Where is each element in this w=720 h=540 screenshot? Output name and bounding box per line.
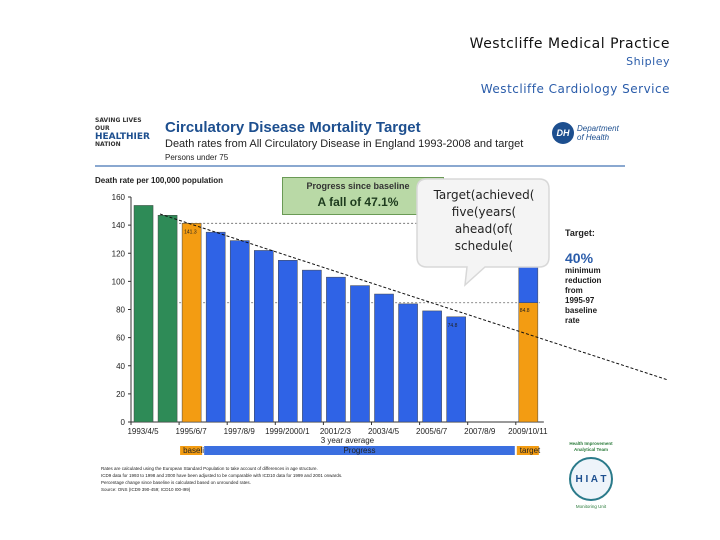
target-desc-line-4: 1995-97 xyxy=(565,296,595,305)
dh-badge: DH xyxy=(552,122,574,144)
bar-1996/7/8 xyxy=(205,231,226,423)
hiat-top-line-1: Health Improvement xyxy=(569,441,613,446)
y-tick-label: 40 xyxy=(116,362,125,371)
chart-subtitle: Death rates from All Circulatory Disease… xyxy=(165,138,524,150)
footnote-line-1: Rates are calculated using the European … xyxy=(101,466,318,471)
hiat-mark: H I A T xyxy=(575,473,607,485)
target-percent: 40% xyxy=(565,250,594,266)
band-progress xyxy=(204,446,515,455)
title-divider xyxy=(95,165,625,167)
bar-2000/1/2 xyxy=(302,269,322,423)
y-axis-label: Death rate per 100,000 population xyxy=(95,176,223,185)
band-label-baseline: baseline xyxy=(183,446,213,455)
bar-2006/7/8 xyxy=(446,316,466,423)
bar-1995/6/7 xyxy=(181,223,202,423)
x-tick-label: 1999/2000/1 xyxy=(265,427,310,436)
dh-line-2: of Health xyxy=(577,133,610,142)
target-panel: Target: 40% minimum reduction from 1995-… xyxy=(565,228,635,326)
y-tick-label: 20 xyxy=(116,390,125,399)
bar-2004/5/6 xyxy=(398,303,418,423)
dh-text: Department of Health xyxy=(577,124,619,142)
y-tick-label: 0 xyxy=(121,418,126,427)
callout-line-3: ahead(of( xyxy=(454,222,514,236)
target-desc-line-2: reduction xyxy=(565,276,602,285)
dh-line-1: Department xyxy=(577,124,619,133)
target-value-label: 84.8 xyxy=(520,308,530,314)
callout-text: Target(achieved( five(years( ahead(of( s… xyxy=(423,187,545,255)
bar-2003/4/5 xyxy=(374,293,394,423)
x-tick-label: 2005/6/7 xyxy=(416,427,448,436)
callout-line-4: schedule( xyxy=(454,239,514,253)
chart-slide: SAVING LIVES OUR HEALTHIER NATION Circul… xyxy=(95,113,625,513)
band-baseline xyxy=(180,446,203,455)
campaign-line-2: OUR xyxy=(95,125,110,132)
y-tick-label: 140 xyxy=(112,221,126,230)
target-desc-line-1: minimum xyxy=(565,266,601,275)
campaign-line-1: SAVING LIVES xyxy=(95,117,142,124)
progress-label: Progress since baseline xyxy=(306,181,410,191)
bar-1998/9/2000 xyxy=(254,250,274,423)
practice-location: Shipley xyxy=(626,55,670,68)
bar-1994/5/6 xyxy=(157,215,178,423)
hiat-top-line-2: Analytical Team xyxy=(574,447,608,452)
x-tick-label: 2007/8/9 xyxy=(464,427,496,436)
band-target xyxy=(516,446,539,455)
hiat-top-text: Health Improvement Analytical Team xyxy=(563,441,619,453)
callout-line-2: five(years( xyxy=(451,205,517,219)
bar-2005/6/7 xyxy=(422,310,442,423)
campaign-line-4: NATION xyxy=(95,141,121,148)
y-tick-label: 80 xyxy=(116,306,125,315)
band-label-progress: Progress xyxy=(343,446,375,455)
target-heading: Target: xyxy=(565,228,595,238)
hiat-circle: H I A T xyxy=(569,457,613,501)
x-tick-label: 2003/4/5 xyxy=(368,427,400,436)
target-desc-line-3: from xyxy=(565,286,583,295)
bar-1997/8/9 xyxy=(229,240,250,423)
practice-title: Westcliffe Medical Practice xyxy=(469,36,670,52)
chart-subtitle-population: Persons under 75 xyxy=(165,153,229,162)
hiat-logo: Health Improvement Analytical Team H I A… xyxy=(563,441,619,511)
service-title: Westcliffe Cardiology Service xyxy=(480,82,670,96)
x-tick-label: 2009/10/11 xyxy=(508,427,548,436)
x-tick-label: 1995/6/7 xyxy=(176,427,208,436)
bar-2001/2/3 xyxy=(326,276,346,423)
y-tick-label: 100 xyxy=(112,277,126,286)
department-of-health-logo: DH Department of Health xyxy=(552,122,624,146)
hiat-bottom-text: Monitoring Unit xyxy=(575,504,607,509)
bar-target xyxy=(518,302,539,423)
footnote-line-2: ICD9 data for 1993 to 1998 and 2000 have… xyxy=(101,473,343,478)
chart-footnote: Rates are calculated using the European … xyxy=(101,465,461,493)
campaign-line-3: HEALTHIER xyxy=(95,132,150,142)
chart-title: Circulatory Disease Mortality Target xyxy=(165,119,421,136)
progress-value: A fall of 47.1% xyxy=(317,195,399,209)
y-tick-label: 160 xyxy=(112,193,126,202)
band-label-target: target xyxy=(520,446,541,455)
target-desc-line-6: rate xyxy=(565,316,580,325)
callout-line-1: Target(achieved( xyxy=(433,188,535,202)
x-tick-label: 1993/4/5 xyxy=(127,427,159,436)
target-description: minimum reduction from 1995-97 baseline … xyxy=(565,266,635,326)
latest-value-label: 74.8 xyxy=(448,323,458,329)
footnote-line-4: Source: ONS (ICD9 390-459; ICD10 I00-I99… xyxy=(101,487,191,492)
bar-1999/2000/1 xyxy=(278,260,298,423)
bar-1993/4/5 xyxy=(133,205,154,423)
bar-2002/3/4 xyxy=(350,285,370,423)
x-tick-label: 2001/2/3 xyxy=(320,427,352,436)
baseline-value-label: 141.3 xyxy=(184,229,197,235)
footnote-line-3: Percentage change since baseline is calc… xyxy=(101,480,251,485)
y-tick-label: 60 xyxy=(116,334,125,343)
campaign-logo: SAVING LIVES OUR HEALTHIER NATION xyxy=(95,117,155,149)
x-tick-label: 1997/8/9 xyxy=(224,427,256,436)
y-tick-label: 120 xyxy=(112,249,126,258)
x-axis-label: 3 year average xyxy=(321,436,375,445)
target-desc-line-5: baseline xyxy=(565,306,598,315)
